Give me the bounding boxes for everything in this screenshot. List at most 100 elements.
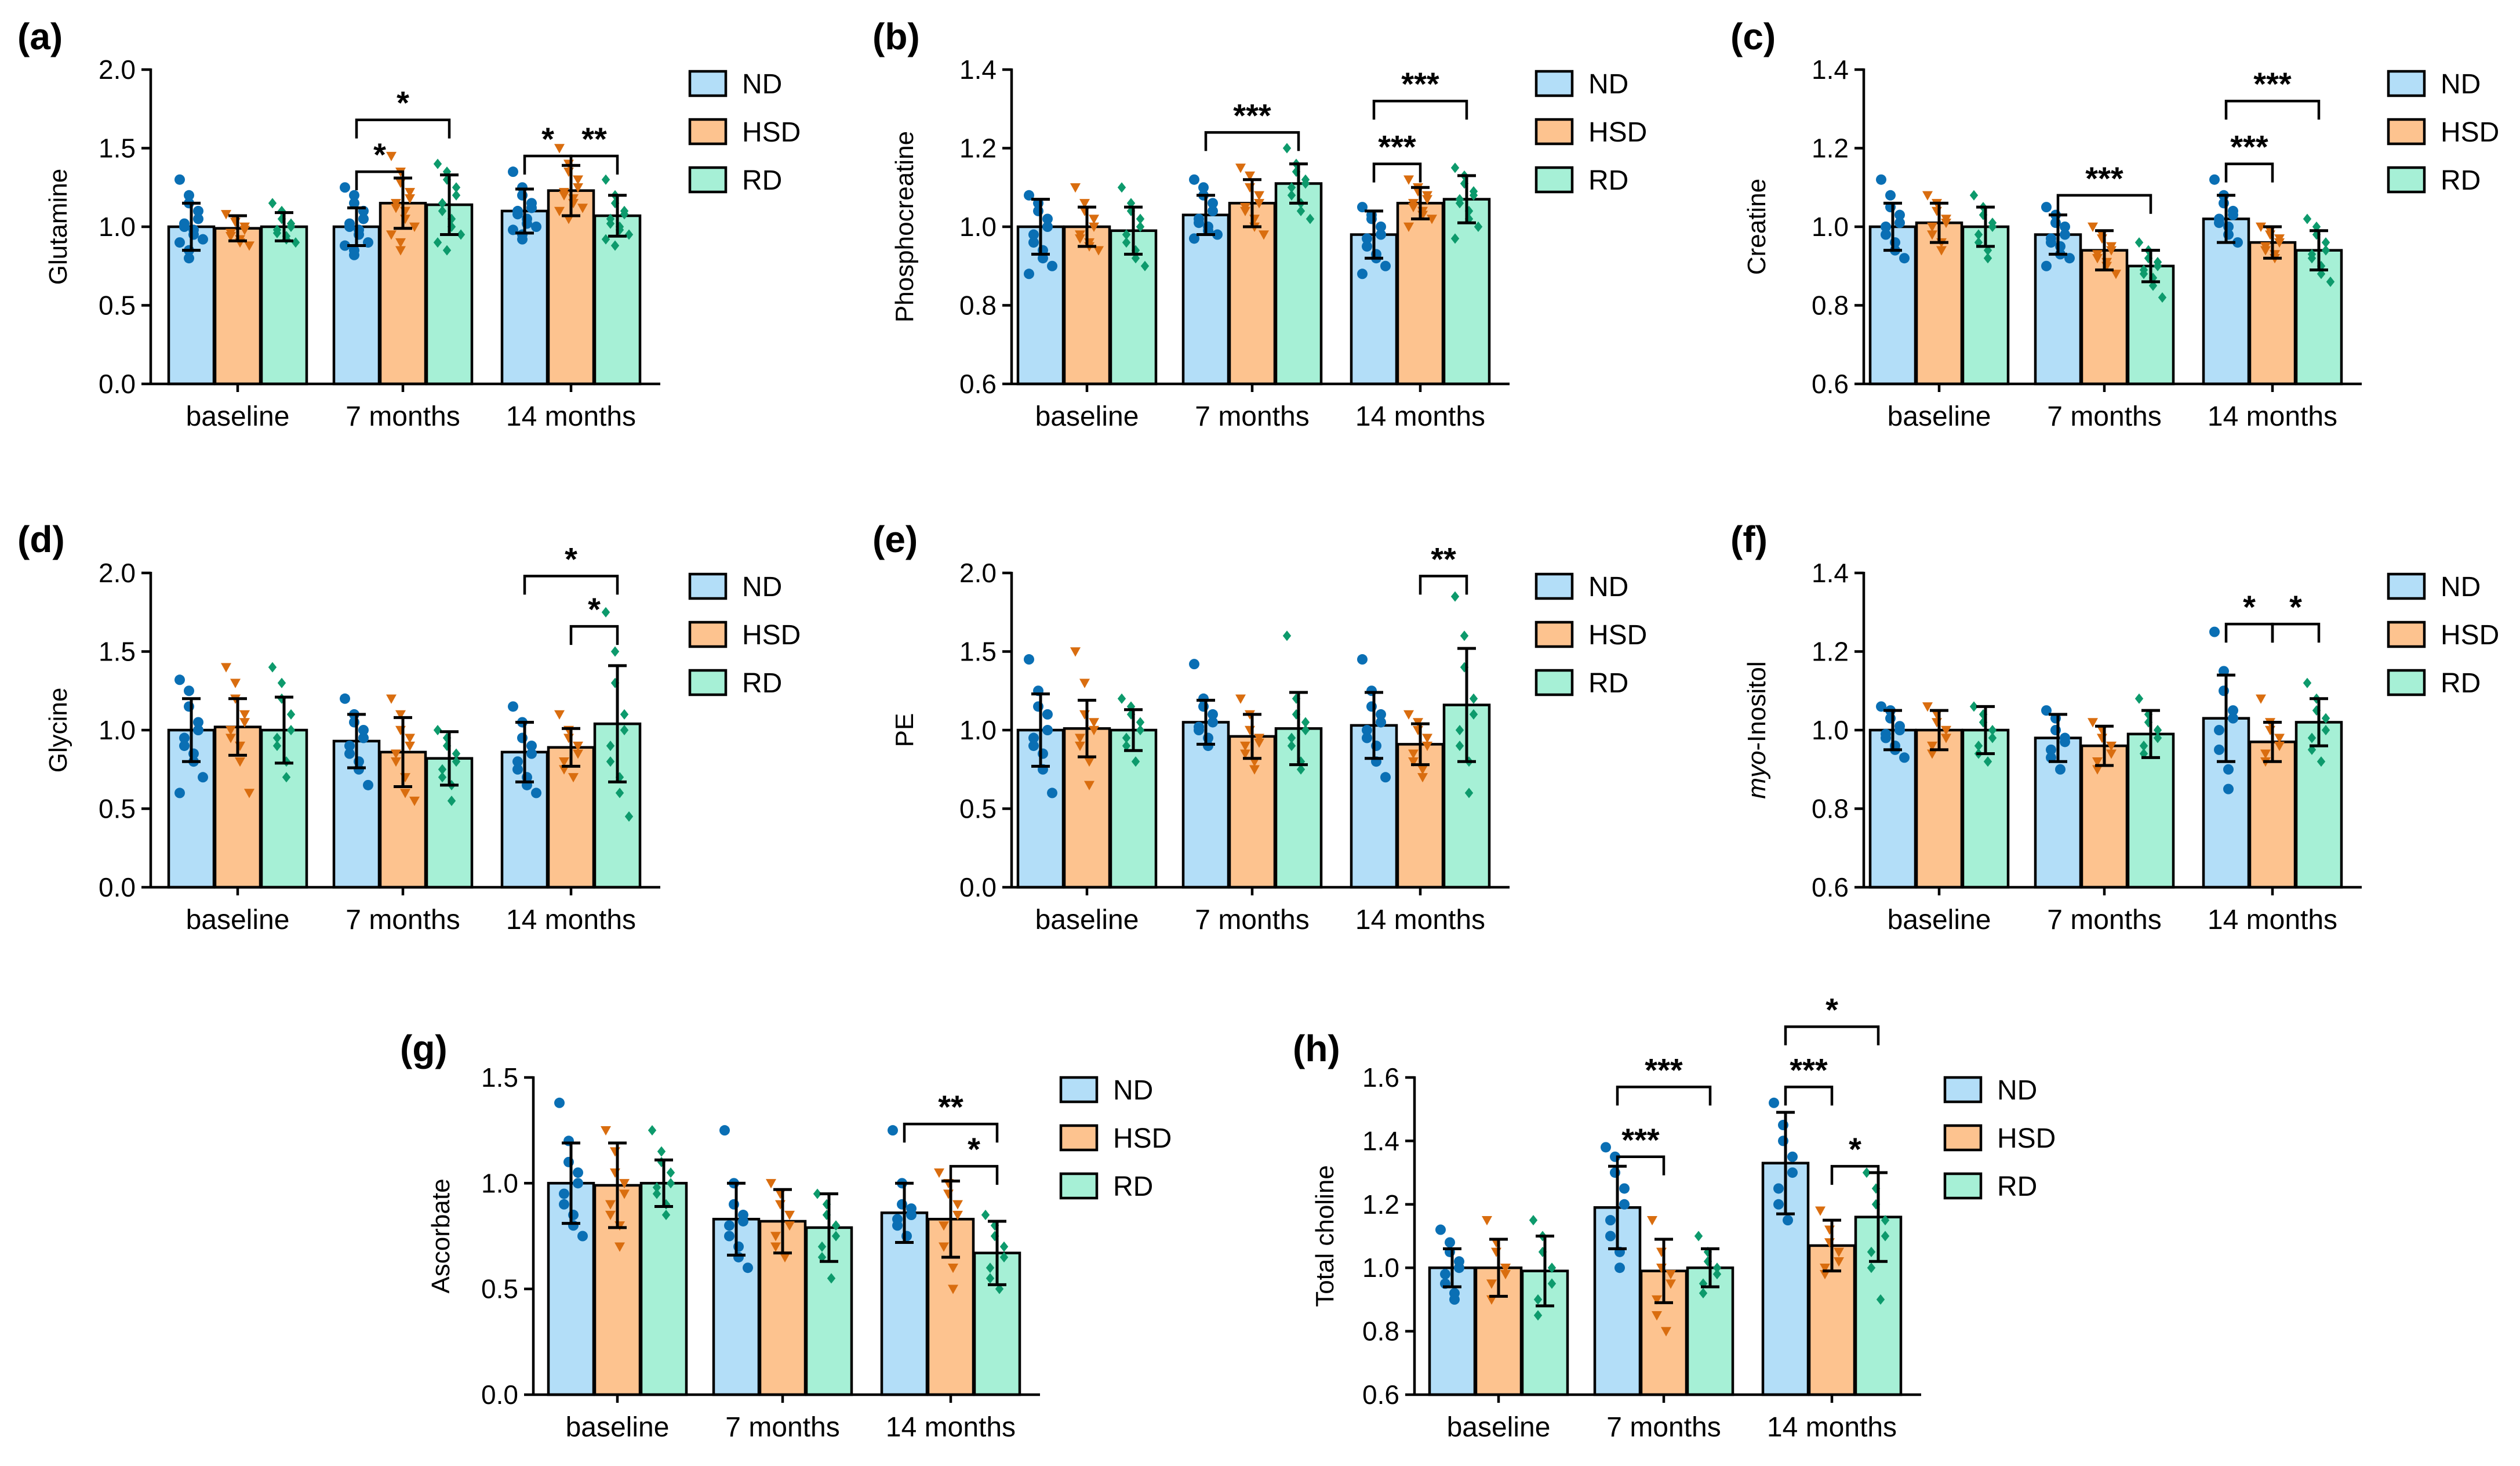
data-point-ND bbox=[1042, 709, 1053, 720]
data-point-ND bbox=[1194, 725, 1204, 735]
data-point-HSD bbox=[405, 188, 415, 198]
panel-label: (d) bbox=[17, 518, 65, 560]
data-point-RD bbox=[615, 788, 624, 799]
y-tick-label: 2.0 bbox=[959, 558, 997, 588]
data-point-HSD bbox=[405, 734, 415, 743]
data-point-RD bbox=[1287, 190, 1296, 201]
significance-label: * bbox=[1826, 991, 1838, 1028]
data-point-RD bbox=[1136, 222, 1145, 232]
data-point-RD bbox=[2148, 273, 2158, 284]
data-point-ND bbox=[531, 788, 541, 799]
legend-label: ND bbox=[2441, 69, 2481, 100]
data-point-ND bbox=[1376, 222, 1386, 232]
data-point-RD bbox=[1136, 725, 1145, 735]
data-point-HSD bbox=[1084, 757, 1094, 767]
data-point-RD bbox=[666, 1167, 675, 1178]
data-point-ND bbox=[1773, 1199, 1784, 1210]
data-point-HSD bbox=[2092, 254, 2103, 264]
data-point-RD bbox=[272, 741, 282, 752]
data-point-ND bbox=[1362, 725, 1372, 735]
data-point-HSD bbox=[619, 1179, 630, 1189]
legend-label: ND bbox=[742, 69, 782, 100]
data-point-RD bbox=[986, 1273, 995, 1284]
data-point-ND bbox=[1357, 268, 1368, 280]
data-point-RD bbox=[1974, 741, 1983, 752]
data-point-ND bbox=[1881, 222, 1891, 232]
data-point-ND bbox=[2223, 783, 2234, 794]
data-point-RD bbox=[2321, 237, 2330, 248]
data-point-RD bbox=[2303, 677, 2312, 688]
data-point-HSD bbox=[1941, 725, 1951, 735]
data-point-ND bbox=[2046, 237, 2056, 248]
data-point-RD bbox=[1450, 162, 1460, 173]
data-point-RD bbox=[272, 732, 282, 743]
legend-label: HSD bbox=[2441, 620, 2499, 651]
data-point-RD bbox=[1974, 237, 1983, 248]
bar-HSD-14-months bbox=[1396, 202, 1445, 386]
data-point-ND bbox=[2214, 744, 2224, 755]
legend-swatch-HSD bbox=[1059, 1124, 1099, 1152]
data-point-RD bbox=[817, 1251, 827, 1262]
data-point-HSD bbox=[1070, 183, 1081, 193]
data-point-RD bbox=[827, 1273, 836, 1284]
data-point-RD bbox=[1988, 732, 1997, 743]
legend-swatch-RD bbox=[688, 669, 728, 696]
data-point-HSD bbox=[2106, 749, 2117, 759]
data-point-HSD bbox=[405, 194, 415, 204]
significance-label: * bbox=[2243, 589, 2256, 625]
data-point-HSD bbox=[2256, 222, 2266, 232]
data-point-HSD bbox=[1666, 1279, 1676, 1289]
y-tick-label: 1.4 bbox=[1362, 1126, 1399, 1156]
data-point-ND bbox=[363, 779, 373, 790]
data-point-RD bbox=[1699, 1278, 1708, 1289]
data-point-HSD bbox=[235, 757, 245, 767]
data-point-RD bbox=[1464, 788, 1474, 799]
data-point-HSD bbox=[1245, 171, 1255, 181]
bar-RD-baseline bbox=[1109, 728, 1158, 889]
data-point-RD bbox=[1306, 213, 1315, 224]
data-point-RD bbox=[1529, 1215, 1538, 1226]
y-axis-title-italic: myo bbox=[1743, 750, 1771, 799]
data-point-ND bbox=[358, 213, 369, 224]
x-tick-label: baseline bbox=[1035, 905, 1139, 935]
data-point-RD bbox=[433, 158, 442, 169]
panel-a: (a) 0.0 0.5 1.0 1.5 2.0 baseline 7 months 14 mon… bbox=[17, 16, 801, 432]
significance-label: *** bbox=[1233, 97, 1271, 133]
data-point-HSD bbox=[2092, 757, 2103, 767]
data-point-HSD bbox=[1941, 219, 1951, 228]
data-point-RD bbox=[438, 772, 447, 783]
data-point-ND bbox=[719, 1125, 730, 1136]
data-point-HSD bbox=[391, 757, 401, 767]
x-tick-label: 14 months bbox=[2208, 401, 2337, 432]
data-point-HSD bbox=[1089, 215, 1099, 224]
data-point-HSD bbox=[405, 741, 415, 752]
legend-label: RD bbox=[1997, 1171, 2037, 1202]
significance-bracket bbox=[355, 170, 405, 191]
y-axis-title: Total choline bbox=[1311, 1165, 1339, 1307]
data-point-HSD bbox=[568, 773, 579, 783]
significance-label: *** bbox=[2253, 66, 2292, 102]
bar-RD-7-months bbox=[425, 757, 474, 889]
data-point-HSD bbox=[1259, 230, 1269, 240]
data-point-HSD bbox=[1093, 246, 1104, 256]
data-point-RD bbox=[1460, 630, 1469, 641]
significance-label: * bbox=[968, 1131, 980, 1167]
data-point-HSD bbox=[766, 1179, 776, 1189]
legend-swatch-HSD bbox=[1534, 620, 1574, 648]
data-point-RD bbox=[1969, 701, 1979, 712]
data-point-HSD bbox=[226, 232, 236, 242]
x-tick-label: 7 months bbox=[2047, 905, 2161, 935]
data-point-RD bbox=[606, 756, 615, 767]
data-point-HSD bbox=[221, 663, 231, 673]
data-point-RD bbox=[1296, 756, 1306, 767]
data-point-HSD bbox=[2088, 222, 2098, 232]
data-point-RD bbox=[1122, 237, 1131, 248]
data-point-ND bbox=[1445, 1237, 1455, 1248]
data-point-HSD bbox=[2106, 741, 2117, 752]
data-point-RD bbox=[1469, 693, 1478, 704]
data-point-ND bbox=[184, 253, 194, 264]
legend-label: ND bbox=[1997, 1075, 2037, 1106]
significance-label: *** bbox=[2230, 129, 2268, 165]
data-point-ND bbox=[193, 205, 203, 216]
data-point-HSD bbox=[1235, 164, 1246, 173]
